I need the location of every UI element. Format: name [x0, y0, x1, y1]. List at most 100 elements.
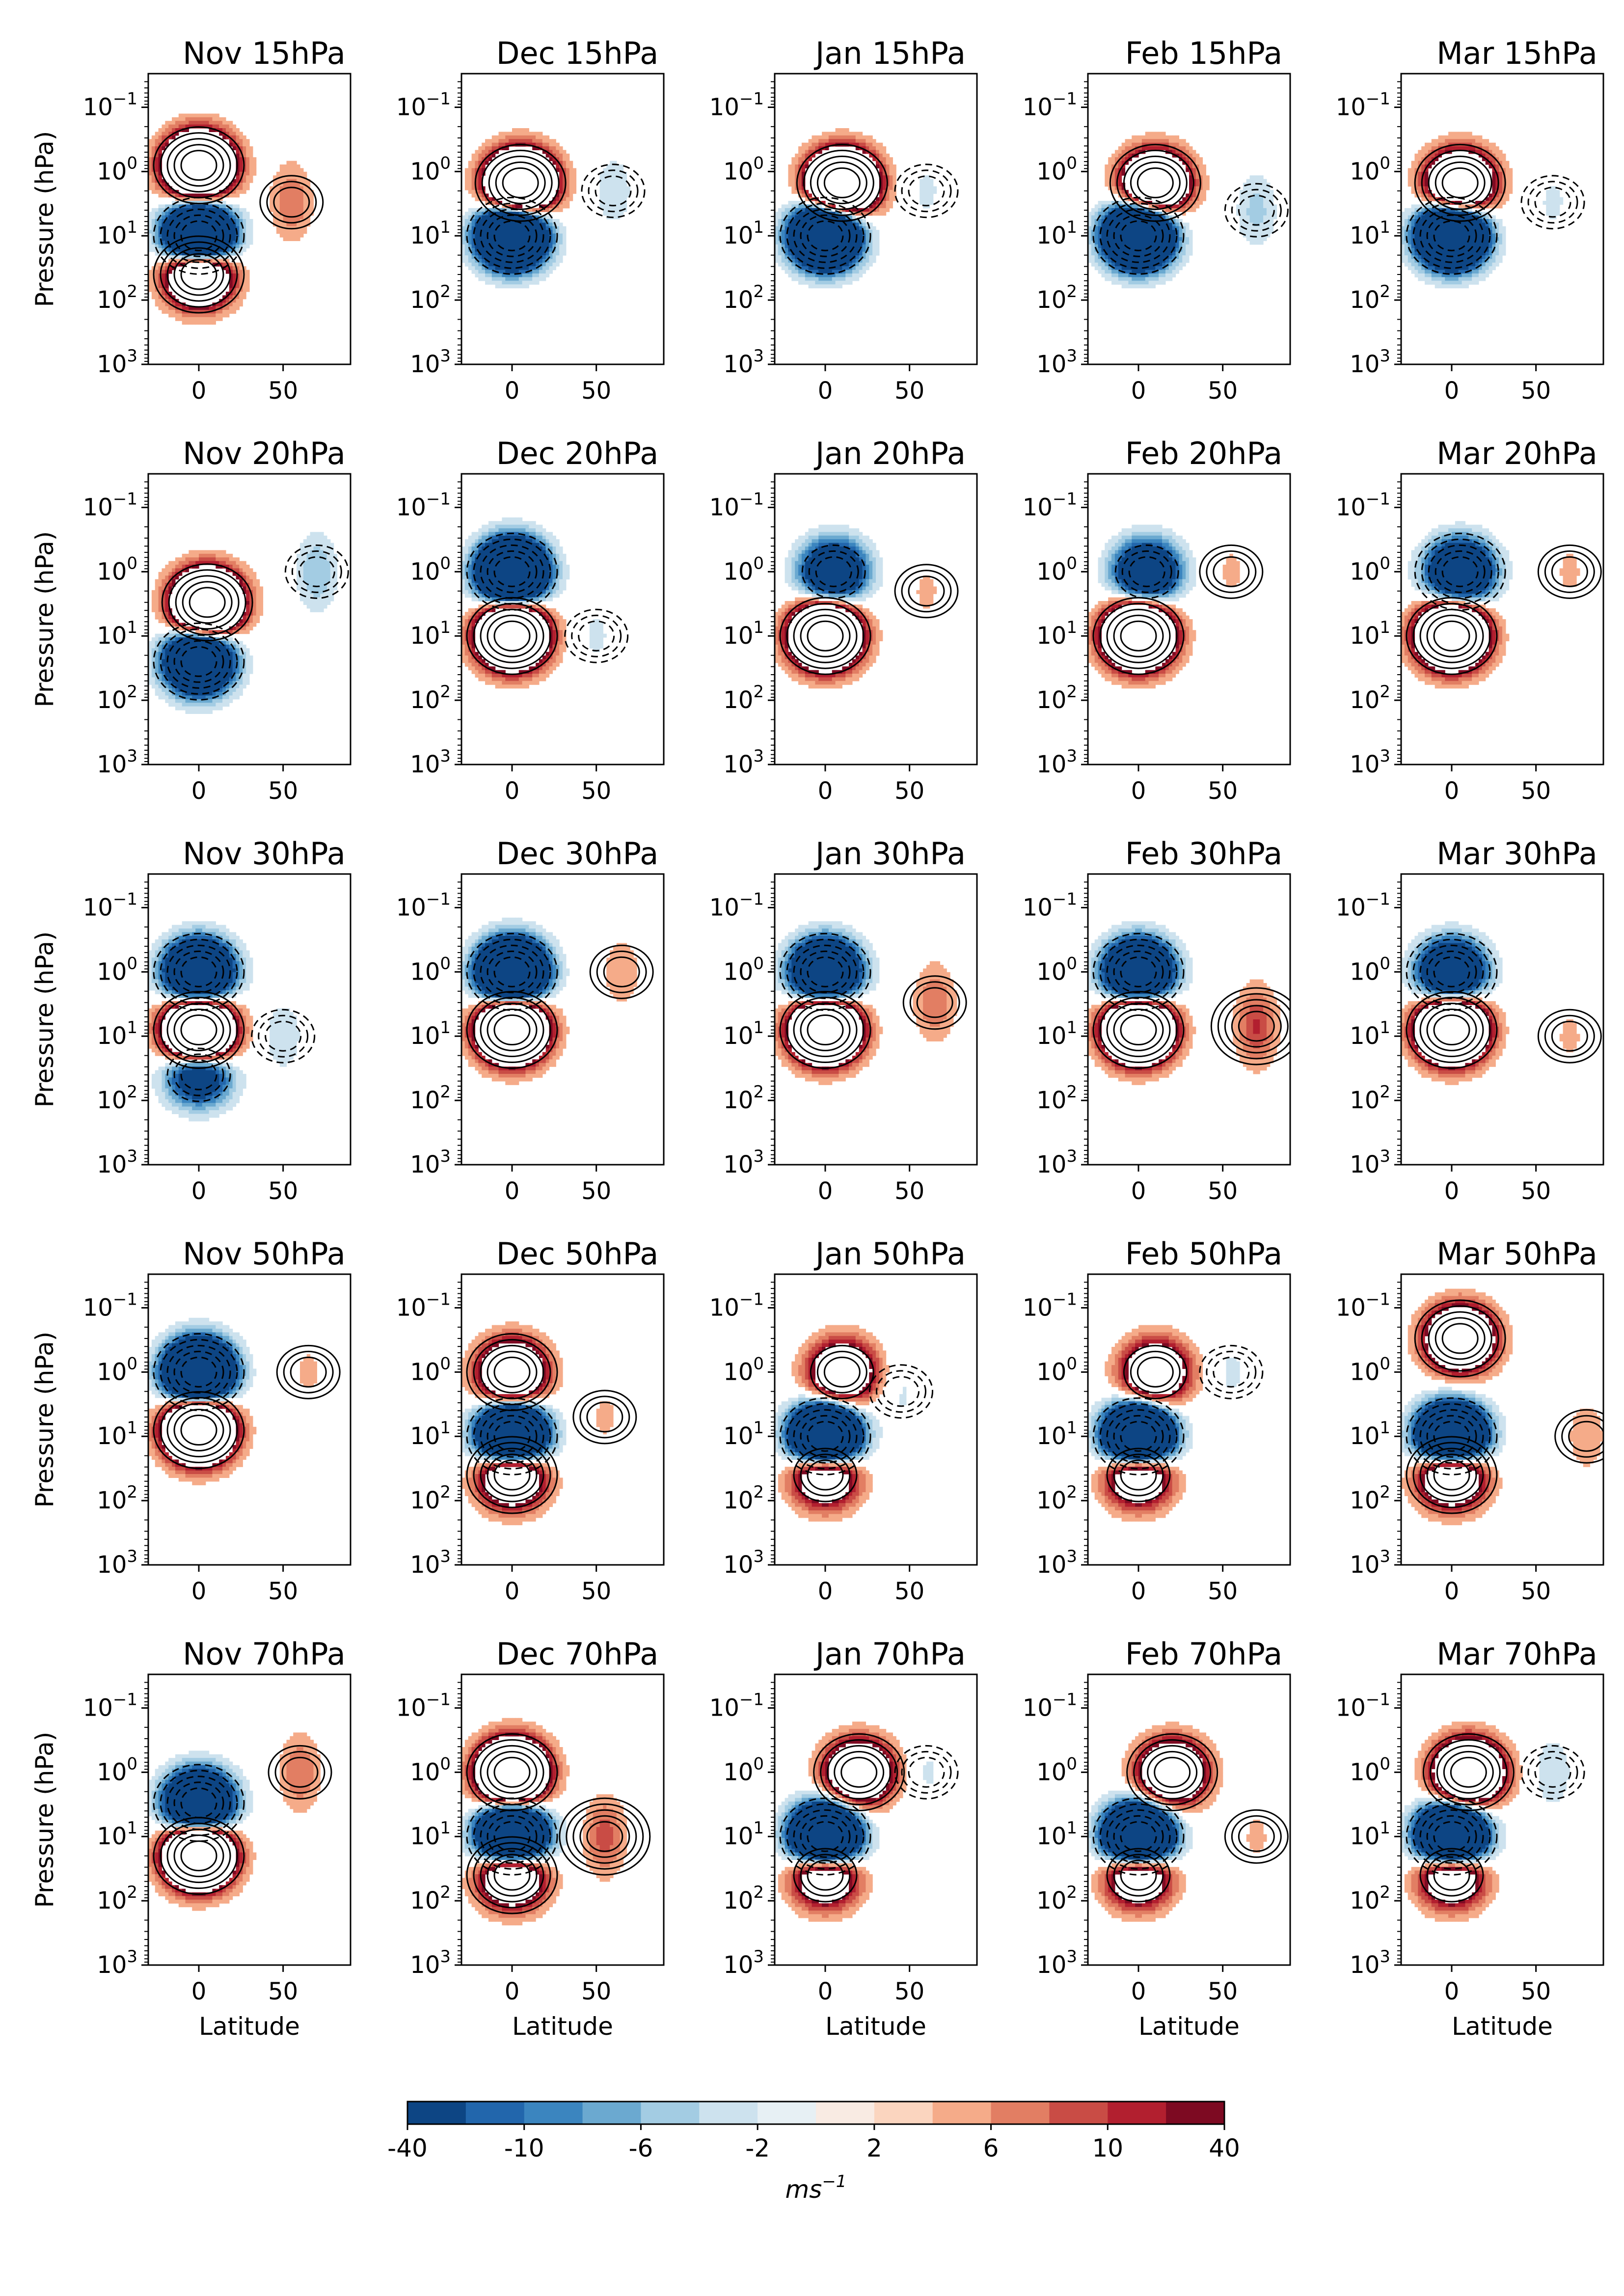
heatmap-cell	[178, 204, 183, 209]
heatmap-cell	[471, 208, 476, 212]
heatmap-cell	[502, 277, 506, 281]
heatmap-cell	[825, 255, 829, 259]
heatmap-cell	[202, 244, 206, 248]
heatmap-cell	[613, 175, 617, 180]
heatmap-cell	[505, 244, 509, 248]
heatmap-cell	[209, 230, 213, 234]
heatmap-cell	[1114, 190, 1119, 194]
heatmap-cell	[1138, 277, 1142, 281]
heatmap-cell	[785, 212, 789, 216]
heatmap-cell	[243, 171, 246, 176]
heatmap-cell	[1125, 226, 1129, 230]
heatmap-cell	[805, 248, 809, 252]
heatmap-cell	[795, 168, 799, 172]
heatmap-cell	[1256, 197, 1260, 201]
heatmap-cell	[563, 248, 567, 252]
heatmap-cell	[165, 139, 169, 143]
heatmap-cell	[1098, 208, 1102, 212]
heatmap-cell	[879, 204, 883, 209]
heatmap-cell	[1189, 161, 1193, 165]
heatmap-cell	[869, 259, 873, 263]
heatmap-cell	[1132, 139, 1136, 143]
heatmap-cell	[1179, 139, 1183, 143]
heatmap-cell	[539, 233, 543, 238]
heatmap-cell	[515, 273, 519, 277]
heatmap-cell	[168, 121, 172, 125]
heatmap-cell	[202, 113, 206, 118]
heatmap-cell	[1155, 233, 1159, 238]
heatmap-cell	[505, 259, 509, 263]
heatmap-cell	[239, 171, 243, 176]
heatmap-cell	[835, 277, 839, 281]
heatmap-cell	[620, 204, 624, 209]
heatmap-cell	[798, 161, 802, 165]
heatmap-cell	[1421, 251, 1425, 256]
heatmap-cell	[781, 215, 785, 219]
contour-line	[173, 253, 224, 296]
heatmap-cell	[1179, 222, 1183, 227]
heatmap-cell	[852, 277, 856, 281]
heatmap-cell	[1189, 150, 1193, 154]
heatmap-cell	[842, 244, 846, 248]
heatmap-cell	[616, 164, 621, 168]
heatmap-cell	[192, 317, 196, 321]
heatmap-cell	[502, 204, 506, 209]
heatmap-cell	[613, 179, 617, 183]
heatmap-cell	[148, 277, 152, 281]
heatmap-cell	[239, 266, 243, 271]
heatmap-cell	[1266, 193, 1271, 198]
heatmap-cell	[788, 241, 792, 245]
heatmap-cell	[1418, 270, 1422, 274]
heatmap-cell	[1407, 259, 1412, 263]
heatmap-cell	[828, 215, 833, 219]
heatmap-cell	[862, 237, 866, 241]
heatmap-cell	[485, 139, 489, 143]
heatmap-cell	[818, 259, 822, 263]
heatmap-cell	[205, 113, 210, 118]
heatmap-cell	[306, 212, 311, 216]
heatmap-cell	[1192, 150, 1196, 154]
heatmap-cell	[1404, 255, 1408, 259]
heatmap-cell	[866, 244, 869, 248]
heatmap-cell	[225, 299, 230, 303]
heatmap-cell	[1407, 168, 1412, 172]
heatmap-cell	[542, 251, 546, 256]
heatmap-cell	[1172, 262, 1176, 267]
heatmap-cell	[805, 190, 809, 194]
heatmap-cell	[1135, 284, 1139, 289]
heatmap-cell	[886, 153, 890, 158]
heatmap-cell	[1425, 175, 1429, 180]
heatmap-cell	[866, 230, 869, 234]
heatmap-cell	[1246, 193, 1250, 198]
heatmap-cell	[1091, 208, 1095, 212]
heatmap-cell	[512, 241, 516, 245]
heatmap-cell	[1101, 237, 1105, 241]
heatmap-cell	[781, 259, 785, 263]
heatmap-cell	[222, 310, 226, 314]
heatmap-cell	[801, 164, 806, 168]
heatmap-cell	[862, 135, 866, 139]
heatmap-cell	[495, 222, 499, 227]
heatmap-cell	[1165, 226, 1169, 230]
heatmap-cell	[785, 266, 789, 271]
heatmap-cell	[162, 132, 165, 136]
heatmap-cell	[862, 259, 866, 263]
heatmap-cell	[620, 164, 624, 168]
heatmap-cell	[599, 204, 603, 209]
x-tick-label: 50	[268, 377, 298, 405]
heatmap-cell	[1108, 230, 1112, 234]
heatmap-cell	[825, 222, 829, 227]
heatmap-cell	[1121, 255, 1126, 259]
heatmap-cell	[832, 241, 836, 245]
heatmap-cell	[162, 273, 165, 277]
heatmap-cell	[549, 150, 553, 154]
heatmap-cell	[1168, 277, 1173, 281]
heatmap-cell	[1182, 161, 1186, 165]
heatmap-cell	[243, 142, 246, 147]
heatmap-cell	[1148, 139, 1153, 143]
heatmap-cell	[872, 212, 876, 216]
heatmap-cell	[778, 208, 782, 212]
heatmap-cell	[512, 255, 516, 259]
heatmap-cell	[866, 237, 869, 241]
heatmap-cell	[165, 244, 169, 248]
